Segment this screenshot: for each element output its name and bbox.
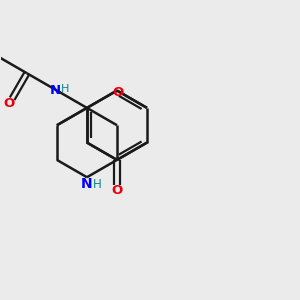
Text: N: N xyxy=(81,177,93,191)
Text: O: O xyxy=(4,98,15,110)
Text: O: O xyxy=(113,86,124,99)
Text: O: O xyxy=(111,184,123,197)
Text: H: H xyxy=(93,178,102,191)
Text: N: N xyxy=(50,84,61,97)
Text: H: H xyxy=(61,84,69,94)
